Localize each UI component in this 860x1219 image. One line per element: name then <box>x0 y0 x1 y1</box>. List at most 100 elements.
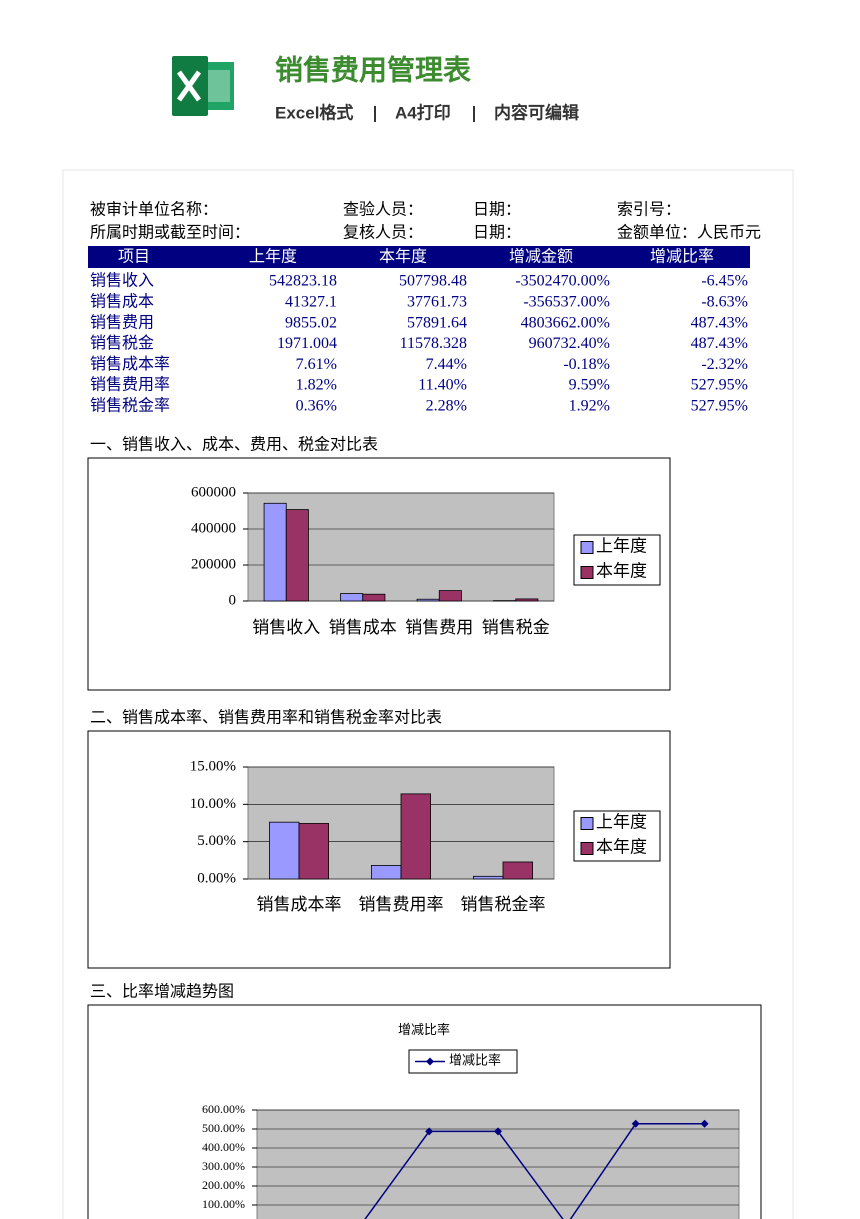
table-cell: 11578.328 <box>400 335 467 352</box>
table-cell: 11.40% <box>418 377 467 394</box>
plot-area <box>256 1109 740 1219</box>
point <box>494 1127 502 1136</box>
bar <box>298 823 329 880</box>
legend-label: 增减比率 <box>449 1052 501 1067</box>
y-tick-label: 200000 <box>191 556 236 572</box>
column-header: 增减金额 <box>509 248 573 266</box>
table-header-bg <box>88 246 750 268</box>
section-heading: 三、比率增减趋势图 <box>90 983 234 1001</box>
info-label: 索引号： <box>617 201 681 219</box>
point <box>425 1127 434 1136</box>
chart-title: 增减比率 <box>398 1022 450 1037</box>
legend-swatch <box>580 566 594 579</box>
y-tick-label: 5.00% <box>197 833 236 849</box>
point <box>631 1119 640 1128</box>
column-header: 增减比率 <box>650 248 714 266</box>
table-cell: 1.82% <box>296 377 337 394</box>
table-cell: 9.59% <box>569 377 610 394</box>
info-label: 复核人员： <box>343 224 423 242</box>
legend-swatch <box>580 817 594 830</box>
x-tick-label: 销售税金 <box>482 618 550 637</box>
page-title: 销售费用管理表 <box>275 53 471 85</box>
bar <box>340 593 364 602</box>
y-tick-label: 400.00% <box>202 1140 245 1154</box>
table-cell: -6.45% <box>701 273 748 290</box>
table-cell: 7.61% <box>296 356 337 373</box>
info-label: 金额单位：人民币元 <box>617 224 761 242</box>
table-cell: 487.43% <box>691 335 748 352</box>
table-cell: 销售税金 <box>90 334 154 352</box>
y-tick-label: 500.00% <box>202 1121 245 1135</box>
bar <box>515 598 539 602</box>
x-tick-label: 销售费用 <box>405 618 473 637</box>
table-cell: -356537.00% <box>523 293 610 310</box>
table-cell: 销售费用率 <box>90 376 170 394</box>
column-header: 上年度 <box>249 248 297 266</box>
table-cell: 41327.1 <box>285 293 337 310</box>
legend-swatch <box>580 842 594 855</box>
table-cell: 销售成本率 <box>90 355 170 373</box>
point <box>700 1119 709 1128</box>
bar <box>400 793 431 880</box>
bar <box>263 502 287 602</box>
table-cell: 销售收入 <box>90 272 154 290</box>
table-cell: 7.44% <box>426 356 467 373</box>
excel-logo <box>172 56 234 116</box>
table-cell: 2.28% <box>426 397 467 414</box>
legend-label: 本年度 <box>596 561 647 580</box>
table-cell: 0.36% <box>296 397 337 414</box>
tag: 内容可编辑 <box>494 102 579 122</box>
table-cell: 57891.64 <box>407 314 467 331</box>
x-tick-label: 销售收入 <box>252 618 320 637</box>
legend-label: 上年度 <box>596 812 647 831</box>
table-cell: 507798.48 <box>399 273 467 290</box>
bar <box>362 593 386 602</box>
x-tick-label: 销售费用率 <box>359 895 444 914</box>
y-tick-label: 0.00% <box>197 870 236 886</box>
x-tick-label: 销售税金率 <box>461 895 546 914</box>
bar <box>438 590 462 602</box>
bar <box>371 865 402 880</box>
info-label: 日期： <box>473 201 521 219</box>
y-tick-label: 300.00% <box>202 1159 245 1173</box>
legend-box <box>408 1049 518 1074</box>
tag: A4打印 <box>395 102 451 122</box>
table-cell: 37761.73 <box>407 293 467 310</box>
info-label: 日期： <box>473 224 521 242</box>
y-tick-label: 10.00% <box>190 796 236 812</box>
legend-label: 本年度 <box>596 837 647 856</box>
table-cell: 542823.18 <box>269 273 337 290</box>
info-label: 查验人员： <box>343 201 423 219</box>
bar <box>269 821 300 880</box>
y-tick-label: 400000 <box>191 520 236 536</box>
bar <box>502 861 533 880</box>
section-heading: 二、销售成本率、销售费用率和销售税金率对比表 <box>90 709 442 727</box>
table-cell: 9855.02 <box>285 314 337 331</box>
info-label: 被审计单位名称： <box>90 201 218 219</box>
table-cell: 487.43% <box>691 314 748 331</box>
table-cell: -3502470.00% <box>515 273 610 290</box>
table-cell: 960732.40% <box>529 335 610 352</box>
table-cell: 销售成本 <box>90 292 154 310</box>
legend-label: 上年度 <box>596 536 647 555</box>
bar <box>416 598 440 602</box>
x-tick-label: 销售成本率 <box>257 895 342 914</box>
y-tick-label: 100.00% <box>202 1197 245 1211</box>
column-header: 本年度 <box>379 248 427 266</box>
table-cell: 销售费用 <box>90 313 154 331</box>
y-tick-label: 600000 <box>191 484 236 500</box>
table-cell: -2.32% <box>701 356 748 373</box>
y-tick-label: 600.00% <box>202 1102 245 1116</box>
table-cell: 527.95% <box>691 397 748 414</box>
table-cell: 4803662.00% <box>521 314 610 331</box>
x-tick-label: 销售成本 <box>329 618 397 637</box>
table-cell: 527.95% <box>691 377 748 394</box>
table-cell: 1.92% <box>569 397 610 414</box>
table-cell: -8.63% <box>701 293 748 310</box>
tag: Excel格式 <box>275 102 353 122</box>
table-cell: 销售税金率 <box>90 396 170 414</box>
bar <box>285 509 309 602</box>
info-label: 所属时期或截至时间： <box>90 224 250 242</box>
